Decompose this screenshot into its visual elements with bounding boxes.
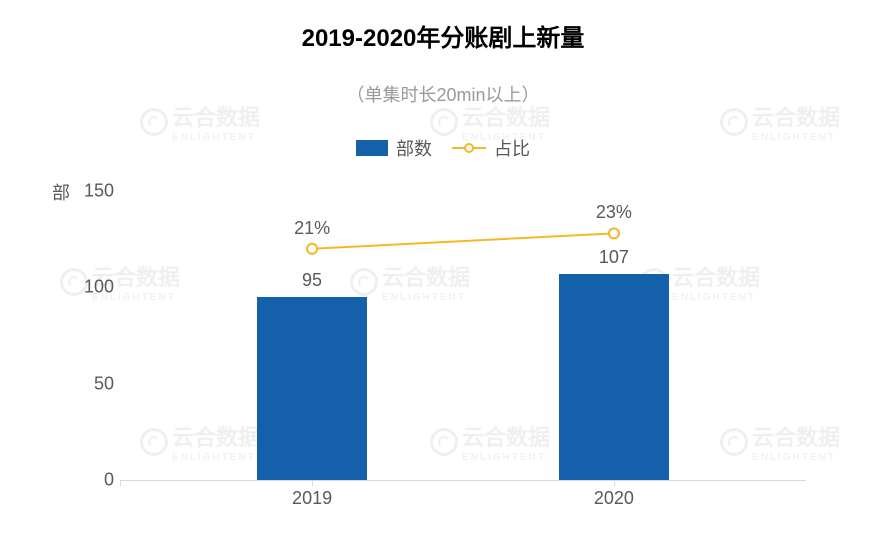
y-tick-label: 100 [70,277,114,298]
watermark-icon [720,108,748,136]
legend-label-line: 占比 [494,135,530,161]
y-axis-unit: 部 [52,179,70,205]
legend-item-line: 占比 [452,135,530,161]
legend: 部数 占比 [0,135,886,161]
chart-title: 2019-2020年分账剧上新量 [0,0,886,53]
chart-subtitle: （单集时长20min以上） [0,81,886,107]
bar-value-label: 107 [599,247,629,268]
bar: 107 [559,274,669,480]
legend-item-bar: 部数 [356,135,432,161]
line-marker [307,244,317,254]
chart-area: 部 050100150952019107202021%23% [60,191,826,511]
x-tick-label: 2020 [594,488,634,509]
line-path [312,233,614,248]
bar-value-label: 95 [302,270,322,291]
x-tick-mark [614,480,615,486]
watermark-icon [140,108,168,136]
y-tick-label: 0 [70,470,114,491]
bar: 95 [257,297,367,480]
legend-label-bar: 部数 [396,135,432,161]
x-tick-label: 2019 [292,488,332,509]
y-tick-label: 50 [70,373,114,394]
line-series-svg [120,191,806,480]
line-marker [609,228,619,238]
x-tick-mark [120,480,121,486]
line-value-label: 21% [294,218,330,239]
watermark-icon [430,108,458,136]
y-tick-label: 150 [70,181,114,202]
x-tick-mark [312,480,313,486]
plot-area: 050100150952019107202021%23% [120,191,806,481]
legend-swatch-line [452,141,486,155]
legend-swatch-bar [356,140,388,156]
line-value-label: 23% [596,202,632,223]
